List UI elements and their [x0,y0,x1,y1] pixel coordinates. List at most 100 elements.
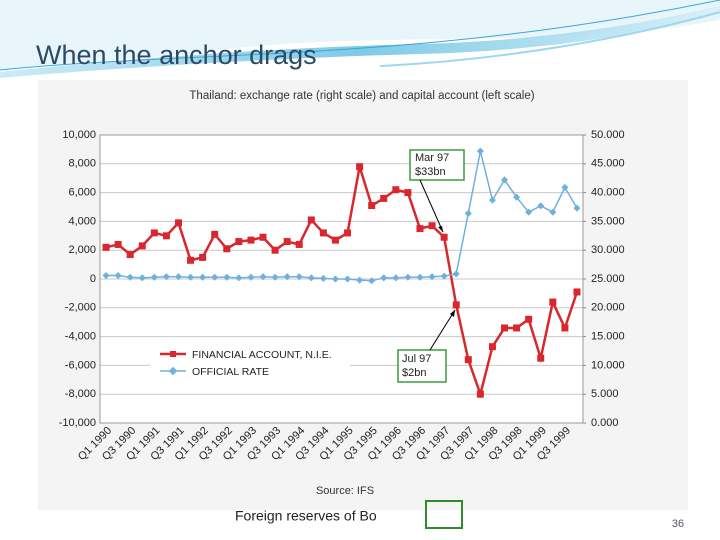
point-marker [561,183,569,191]
point-marker [464,356,472,364]
point-marker [247,273,255,281]
point-marker [573,288,581,296]
y-tick-label: 8,000 [68,158,96,170]
arrow-head [450,310,455,317]
point-marker [187,273,195,281]
y-tick-label: 4,000 [68,215,96,227]
point-marker [307,216,315,224]
point-marker [525,208,533,216]
y2-tick-label: 25.000 [591,273,625,285]
arrow-head [438,226,443,232]
point-marker [525,315,533,323]
y-tick-label: 10,000 [62,129,96,141]
point-marker [537,354,545,362]
slide-title: When the anchor drags [36,40,317,70]
point-marker [356,163,364,171]
footer-box [425,500,463,529]
point-marker [307,274,315,282]
point-marker [114,272,122,280]
point-marker [211,230,219,238]
point-marker [235,238,243,246]
point-marker [126,273,134,281]
point-marker [199,273,207,281]
point-marker [476,147,484,155]
point-marker [126,251,134,259]
point-marker [162,232,170,240]
y2-tick-label: 30.000 [591,244,625,256]
chart-title: Thailand: exchange rate (right scale) an… [189,90,534,102]
point-marker [488,343,496,351]
plot: -10,000 -8,000 -6,000 -4,000 -2,000 0 2,000 4,0… [59,129,625,463]
point-marker [452,270,460,278]
series-line [106,150,578,282]
point-marker [102,272,110,280]
y-tick-label: 0 [90,273,96,285]
point-marker [380,274,388,282]
annotation: Mar 97 $33bn Jul 97 $2bn [397,149,465,383]
y-tick-label: -8,000 [65,388,96,400]
y2-tick-label: 45.000 [591,158,625,170]
legend-marker [168,366,178,376]
annotation-text: $33bn [415,166,446,178]
point-marker [235,274,243,282]
point-marker [331,275,339,283]
y2-tick-label: 5.000 [591,388,619,400]
point-marker [428,273,436,281]
point-marker [162,273,170,281]
point-marker [150,273,158,281]
point-marker [537,202,545,210]
point-marker [416,225,424,233]
point-marker [102,243,110,251]
legend-marker [170,351,176,357]
point-marker [331,236,339,244]
annotation-text: Mar 97 [415,152,449,164]
point-marker [259,273,267,281]
point-marker [174,273,183,281]
annotation-text: $2bn [402,367,426,379]
y-tick-label: -6,000 [65,359,96,371]
y2-tick-label: 40.000 [591,187,625,199]
y-tick-label: -10,000 [59,417,96,429]
legend-label: OFFICIAL RATE [192,366,269,378]
annotation-box [397,349,447,383]
point-marker [295,240,303,248]
point-marker [549,208,557,216]
y-tick-label: -2,000 [65,302,96,314]
legend-box [150,345,350,381]
annotation-arrow [419,179,444,233]
y2-tick-label: 10.000 [591,359,625,371]
y2-tick-label: 35.000 [591,215,625,227]
point-marker [223,273,231,281]
point-marker [138,242,146,250]
point-marker [392,274,400,282]
point-marker [404,189,412,197]
legend: FINANCIAL ACCOUNT, N.I.E. OFFICIAL RATE [150,345,350,381]
y2-tick-label: 50.000 [591,129,625,141]
point-marker [368,277,376,285]
point-marker [174,219,182,227]
point-marker [319,229,327,237]
y-tick-label: 6,000 [68,187,96,199]
point-marker [223,245,231,253]
point-marker [440,272,448,280]
point-marker [380,194,388,202]
annotation-box [409,149,465,181]
point-marker [464,209,472,217]
point-marker [513,324,521,332]
point-marker [368,202,376,210]
point-marker [344,275,352,283]
y2-tick-label: 20.000 [591,302,625,314]
point-marker [138,274,146,282]
point-marker [392,186,400,194]
point-marker [271,273,279,281]
annotation-text: Jul 97 [402,353,431,365]
point-marker [501,324,509,332]
point-marker [199,253,207,261]
point-marker [283,238,291,246]
header-decoration [0,0,720,78]
point-marker [513,193,521,201]
point-marker [150,229,158,237]
point-marker [356,276,364,284]
y-tick-label: -4,000 [65,331,96,343]
